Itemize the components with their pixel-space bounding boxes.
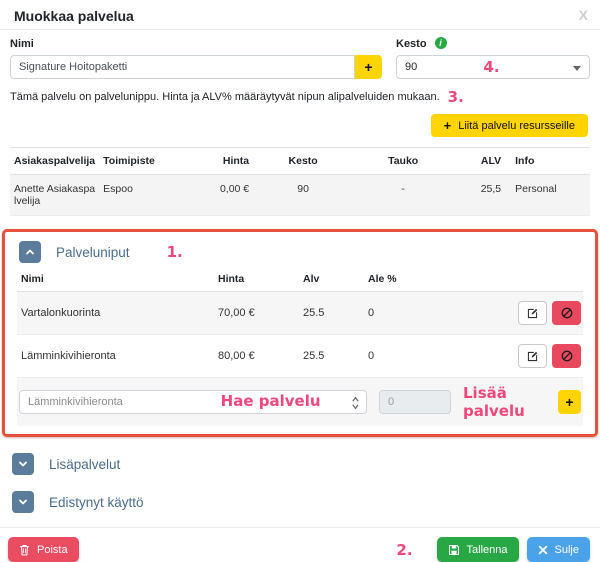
- cell-hinta: 0,00 €: [219, 183, 250, 195]
- annotation-2: 2.: [396, 540, 413, 559]
- col-alv2: Alv: [299, 267, 364, 292]
- edit-service-button[interactable]: [518, 344, 547, 368]
- chevron-down-icon: [19, 499, 27, 505]
- edit-pencil-icon: [527, 308, 538, 318]
- annotation-3: 3.: [447, 88, 464, 106]
- highlight-box-1: Palveluniput 1. Nimi Hinta Alv Ale % Var…: [2, 229, 598, 437]
- delete-label: Poista: [37, 543, 68, 556]
- select-spinner-icon: [351, 395, 360, 414]
- col-kesto: Kesto: [253, 147, 354, 175]
- name-label: Nimi: [10, 38, 34, 50]
- col-hinta: Hinta: [211, 147, 254, 175]
- chevron-down-icon: [19, 461, 27, 467]
- cell-service-name: Lämminkivihieronta: [21, 350, 116, 362]
- page-title: Muokkaa palvelua: [14, 8, 134, 24]
- name-add-button[interactable]: +: [355, 55, 382, 79]
- resources-table: Asiakaspalvelija Toimipiste Hinta Kesto …: [10, 147, 590, 216]
- col-ale: Ale %: [364, 267, 459, 292]
- bundle-section-title: Palveluniput: [56, 244, 130, 260]
- cell-toimipiste: Espoo: [103, 183, 133, 195]
- edistynyt-kaytto-title: Edistynyt käyttö: [49, 494, 144, 510]
- bundle-note-text: Tämä palvelu on palvelunippu. Hinta ja A…: [10, 91, 440, 103]
- attach-service-button[interactable]: + Liitä palvelu resursseille: [430, 114, 588, 137]
- cell-vat: 25.5: [303, 307, 325, 319]
- save-button[interactable]: Tallenna: [436, 537, 519, 562]
- name-input[interactable]: [10, 55, 355, 79]
- edit-pencil-icon: [527, 351, 538, 361]
- cell-price: 70,00 €: [218, 307, 255, 319]
- close-button[interactable]: Sulje: [526, 537, 590, 562]
- block-icon: [561, 350, 572, 362]
- bundle-table: Nimi Hinta Alv Ale % Vartalonkuorinta 70…: [17, 267, 583, 378]
- section-lisapalvelut: Lisäpalvelut: [10, 451, 590, 477]
- modal-footer: Poista 2. Tallenna Sulje: [0, 527, 600, 562]
- service-select[interactable]: Lämminkivihieronta Hae palvelu: [19, 390, 367, 414]
- remove-service-button[interactable]: [552, 301, 581, 325]
- cell-service-name: Vartalonkuorinta: [21, 307, 101, 319]
- duration-select[interactable]: 90 4.: [396, 55, 590, 79]
- cell-info: Personal: [515, 183, 557, 195]
- col-toimipiste: Toimipiste: [99, 147, 212, 175]
- cell-vat: 25.5: [303, 350, 325, 362]
- duration-value: 90: [405, 61, 418, 73]
- annotation-search-hint: Hae palvelu: [220, 392, 321, 410]
- close-label: Sulje: [554, 543, 579, 556]
- name-field-group: Nimi +: [10, 36, 382, 79]
- plus-icon: +: [443, 118, 452, 133]
- annotation-add-hint: Lisää palvelu: [463, 384, 525, 420]
- add-service-row: Lämminkivihieronta Hae palvelu Lisää pal…: [17, 378, 583, 426]
- table-row[interactable]: Anette Asiakaspalvelija Espoo 0,00 € 90 …: [10, 174, 590, 216]
- block-icon: [561, 307, 572, 319]
- cell-asiakaspalvelija: Anette Asiakaspalvelija: [14, 183, 96, 207]
- delete-button[interactable]: Poista: [8, 537, 79, 562]
- duration-label: Kesto: [396, 38, 427, 50]
- edit-service-button[interactable]: [518, 301, 547, 325]
- duration-field-group: Kesto i 90 4.: [396, 36, 590, 79]
- attach-service-label: Liitä palvelu resursseille: [458, 119, 575, 132]
- quantity-input[interactable]: [379, 390, 451, 414]
- collapse-palveluniput-button[interactable]: [19, 241, 41, 263]
- chevron-up-icon: [26, 249, 34, 255]
- add-service-button[interactable]: +: [557, 390, 581, 414]
- lisapalvelut-title: Lisäpalvelut: [49, 456, 121, 472]
- col-info: Info: [505, 147, 590, 175]
- close-x-icon: [538, 545, 547, 554]
- cell-tauko: -: [401, 183, 405, 195]
- save-floppy-icon: [448, 544, 459, 555]
- cell-price: 80,00 €: [218, 350, 255, 362]
- trash-icon: [20, 544, 29, 555]
- table-row[interactable]: Vartalonkuorinta 70,00 € 25.5 0: [17, 291, 583, 335]
- expand-lisapalvelut-button[interactable]: [12, 453, 34, 475]
- col-alv: ALV: [453, 147, 506, 175]
- table-row[interactable]: Lämminkivihieronta 80,00 € 25.5 0: [17, 335, 583, 378]
- col-tauko: Tauko: [353, 147, 454, 175]
- remove-service-button[interactable]: [552, 344, 581, 368]
- annotation-1: 1.: [166, 243, 183, 261]
- save-label: Tallenna: [466, 543, 508, 556]
- section-edistynyt-kaytto: Edistynyt käyttö: [10, 489, 590, 515]
- expand-edistynyt-button[interactable]: [12, 491, 34, 513]
- cell-kesto: 90: [297, 183, 309, 195]
- close-icon[interactable]: X: [578, 7, 588, 23]
- service-select-value: Lämminkivihieronta: [28, 396, 123, 408]
- cell-alv: 25,5: [480, 183, 502, 195]
- chevron-down-icon: [573, 66, 581, 71]
- cell-discount: 0: [368, 307, 375, 319]
- cell-discount: 0: [368, 350, 375, 362]
- col-asiakaspalvelija: Asiakaspalvelija: [10, 147, 100, 175]
- info-icon[interactable]: i: [434, 37, 447, 49]
- resources-header-row: Asiakaspalvelija Toimipiste Hinta Kesto …: [10, 147, 590, 175]
- col-nimi: Nimi: [17, 267, 214, 292]
- annotation-4: 4.: [483, 58, 500, 76]
- modal-header: Muokkaa palvelua X: [0, 0, 600, 30]
- col-hinta2: Hinta: [214, 267, 299, 292]
- bundle-header-row: Nimi Hinta Alv Ale %: [17, 267, 583, 292]
